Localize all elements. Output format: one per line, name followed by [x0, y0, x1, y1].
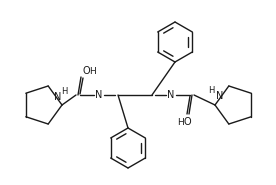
Text: H: H: [61, 87, 68, 95]
Text: H: H: [208, 85, 215, 95]
Text: N: N: [95, 90, 103, 100]
Text: H: H: [89, 66, 95, 75]
Text: H: H: [177, 117, 183, 127]
Text: O: O: [183, 117, 191, 127]
Text: N: N: [167, 90, 175, 100]
Text: O: O: [82, 66, 90, 76]
Text: N: N: [54, 92, 61, 102]
Text: N: N: [216, 91, 223, 101]
